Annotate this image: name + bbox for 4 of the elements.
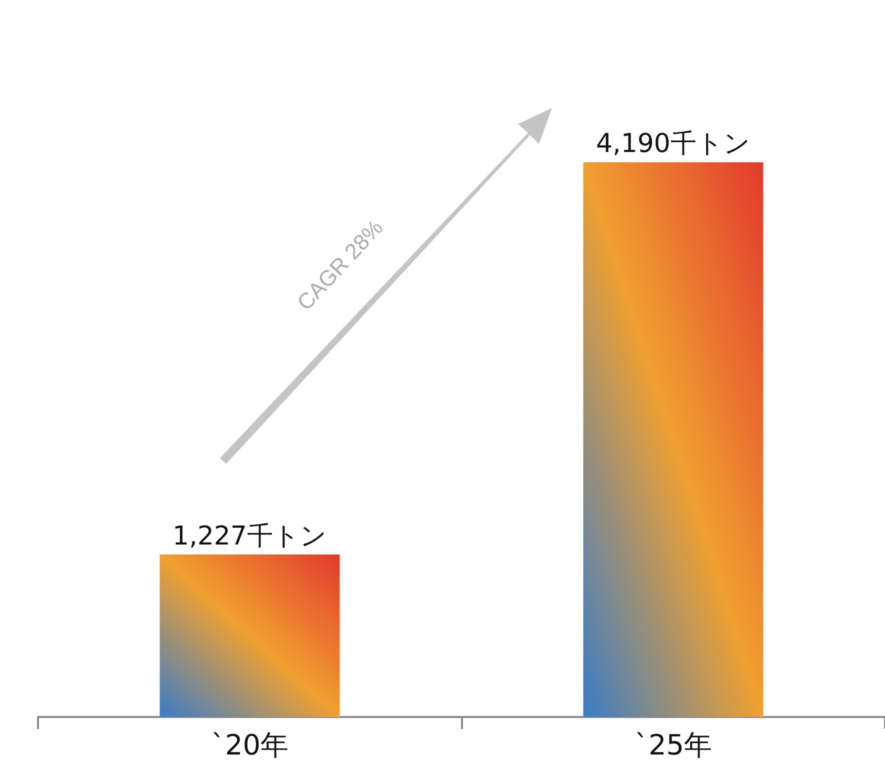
data-label: 4,190千トン	[596, 129, 750, 160]
x-tick-label: `20年	[210, 728, 289, 762]
x-tick-label: `25年	[634, 728, 712, 762]
data-label: 1,227千トン	[172, 522, 327, 552]
